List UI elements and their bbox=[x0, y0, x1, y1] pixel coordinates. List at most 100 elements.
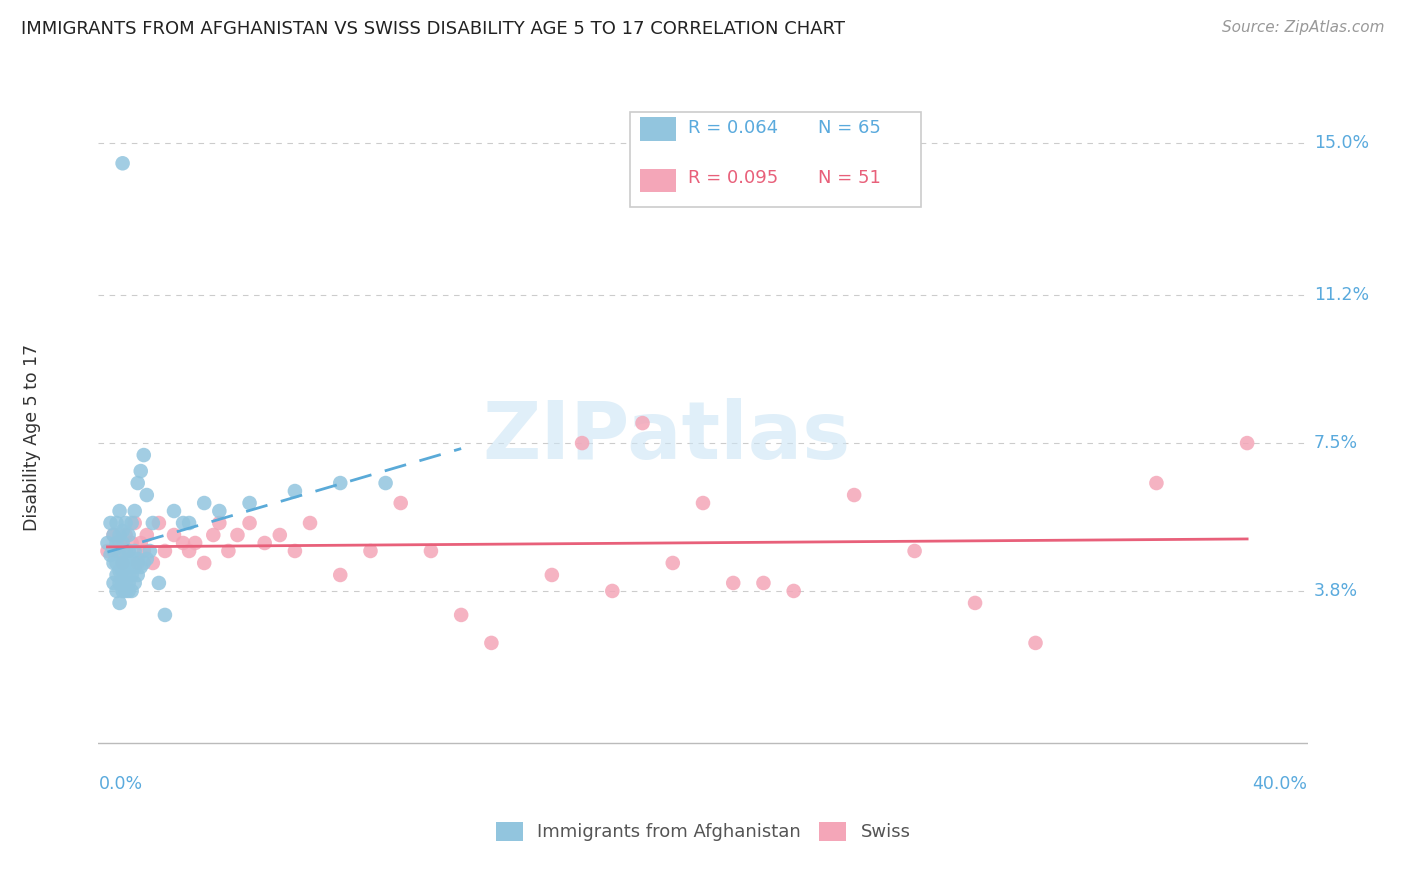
Point bbox=[631, 416, 654, 430]
Point bbox=[284, 483, 307, 498]
Point bbox=[111, 584, 134, 599]
Point bbox=[148, 576, 170, 591]
Point bbox=[723, 576, 745, 591]
Point bbox=[172, 536, 194, 550]
Point bbox=[124, 576, 146, 591]
Point bbox=[103, 556, 125, 570]
Point bbox=[129, 464, 152, 478]
Text: 40.0%: 40.0% bbox=[1253, 775, 1308, 793]
Point bbox=[108, 596, 131, 610]
Point bbox=[111, 556, 134, 570]
Point bbox=[111, 564, 134, 578]
Point bbox=[103, 576, 125, 591]
Point bbox=[752, 576, 775, 591]
Point bbox=[844, 488, 866, 502]
Point bbox=[904, 544, 927, 558]
Point bbox=[783, 584, 806, 599]
Point bbox=[108, 528, 131, 542]
Text: 3.8%: 3.8% bbox=[1313, 582, 1358, 600]
Point bbox=[142, 516, 165, 530]
Point bbox=[118, 544, 141, 558]
Point bbox=[284, 544, 307, 558]
Point bbox=[105, 584, 128, 599]
Point bbox=[114, 516, 136, 530]
Text: Disability Age 5 to 17: Disability Age 5 to 17 bbox=[22, 343, 41, 531]
Point bbox=[121, 552, 143, 566]
Point bbox=[329, 476, 352, 491]
Point bbox=[193, 496, 215, 510]
Point bbox=[114, 556, 136, 570]
Point bbox=[163, 504, 186, 518]
Point bbox=[105, 516, 128, 530]
Point bbox=[105, 568, 128, 582]
Point bbox=[127, 476, 149, 491]
Text: IMMIGRANTS FROM AFGHANISTAN VS SWISS DISABILITY AGE 5 TO 17 CORRELATION CHART: IMMIGRANTS FROM AFGHANISTAN VS SWISS DIS… bbox=[21, 20, 845, 37]
Point bbox=[132, 544, 155, 558]
Point bbox=[118, 544, 141, 558]
FancyBboxPatch shape bbox=[640, 118, 676, 141]
Point bbox=[121, 584, 143, 599]
Text: 11.2%: 11.2% bbox=[1313, 286, 1369, 304]
Point bbox=[127, 568, 149, 582]
Point bbox=[111, 556, 134, 570]
Point bbox=[96, 544, 118, 558]
Text: 7.5%: 7.5% bbox=[1313, 434, 1358, 452]
Point bbox=[299, 516, 322, 530]
Point bbox=[193, 556, 215, 570]
Point bbox=[105, 556, 128, 570]
Point bbox=[269, 528, 291, 542]
Point bbox=[1236, 436, 1258, 450]
Point bbox=[153, 607, 176, 622]
Point bbox=[142, 556, 165, 570]
Point bbox=[129, 536, 152, 550]
Point bbox=[118, 584, 141, 599]
Point bbox=[111, 576, 134, 591]
Point bbox=[111, 524, 134, 538]
Point bbox=[100, 548, 122, 562]
Point bbox=[139, 544, 162, 558]
Point bbox=[208, 516, 231, 530]
Point bbox=[111, 536, 134, 550]
Point bbox=[329, 568, 352, 582]
Point bbox=[602, 584, 624, 599]
Point bbox=[108, 576, 131, 591]
Text: Source: ZipAtlas.com: Source: ZipAtlas.com bbox=[1222, 20, 1385, 35]
Point bbox=[179, 544, 201, 558]
Point bbox=[103, 544, 125, 558]
Point bbox=[127, 552, 149, 566]
Point bbox=[111, 156, 134, 170]
Text: 0.0%: 0.0% bbox=[98, 775, 142, 793]
Point bbox=[114, 584, 136, 599]
Point bbox=[129, 560, 152, 574]
Point bbox=[118, 576, 141, 591]
Point bbox=[540, 568, 562, 582]
Point bbox=[108, 548, 131, 562]
Point bbox=[103, 528, 125, 542]
Point bbox=[118, 528, 141, 542]
Point bbox=[226, 528, 249, 542]
Point bbox=[253, 536, 276, 550]
Point bbox=[114, 568, 136, 582]
Text: R = 0.064: R = 0.064 bbox=[689, 119, 779, 136]
Point bbox=[148, 516, 170, 530]
Point bbox=[124, 516, 146, 530]
Point bbox=[172, 516, 194, 530]
Text: N = 65: N = 65 bbox=[818, 119, 880, 136]
Point bbox=[1024, 636, 1046, 650]
Point bbox=[114, 544, 136, 558]
Point bbox=[965, 596, 987, 610]
Point bbox=[239, 496, 262, 510]
Point bbox=[118, 560, 141, 574]
FancyBboxPatch shape bbox=[630, 112, 921, 207]
Point bbox=[184, 536, 207, 550]
Point bbox=[153, 544, 176, 558]
Point bbox=[124, 560, 146, 574]
FancyBboxPatch shape bbox=[640, 169, 676, 192]
Point bbox=[105, 544, 128, 558]
Point bbox=[103, 528, 125, 542]
Point bbox=[121, 516, 143, 530]
Point bbox=[1144, 476, 1167, 491]
Point bbox=[135, 488, 157, 502]
Point bbox=[661, 556, 683, 570]
Text: R = 0.095: R = 0.095 bbox=[689, 169, 779, 186]
